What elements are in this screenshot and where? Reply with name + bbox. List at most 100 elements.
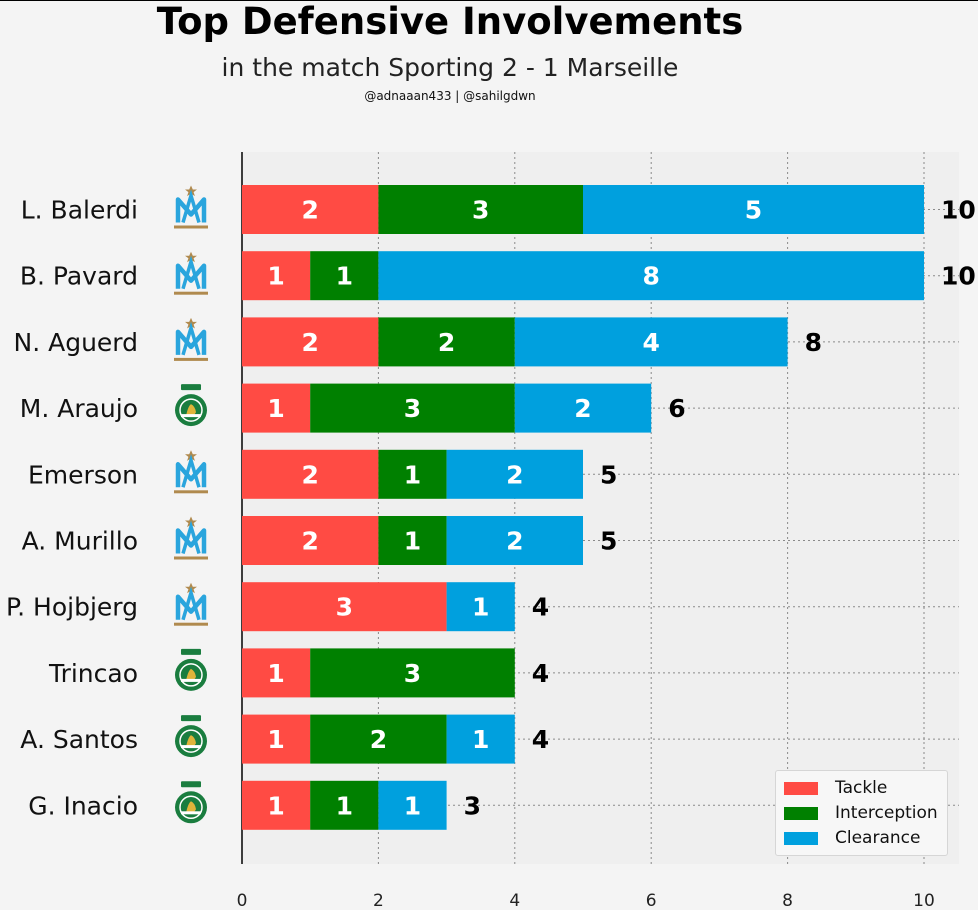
marseille-badge-icon [174,317,208,361]
bar-value-label: 3 [404,394,421,423]
bar-segment-tackle [242,714,311,764]
bar-segment-tackle [242,317,379,367]
bar-value-label: 2 [370,725,387,754]
legend-item-clearance: Clearance [784,826,920,850]
bar-segment-tackle [242,449,379,499]
bar-value-label: 1 [404,460,421,489]
bar-segment-interception [310,383,515,433]
bar-segment-tackle [242,185,379,234]
bar-total-label: 6 [668,394,685,423]
bar-total-label: 3 [464,791,481,820]
chart-subtitle: in the match Sporting 2 - 1 Marseille [221,53,679,82]
bar-value-label: 2 [301,460,318,489]
bar-segment-interception [310,780,379,830]
bar-segment-tackle [242,251,311,301]
bar-value-label: 8 [642,262,659,291]
player-name-label: P. Hojbjerg [6,593,138,622]
legend-label-tackle: Tackle [835,778,888,798]
sporting-badge-icon [175,648,207,691]
marseille-badge-icon [174,516,208,560]
bar-value-label: 1 [472,725,489,754]
legend-swatch-clearance [784,831,818,845]
bar-segment-clearance [446,449,583,499]
sporting-badge-icon [175,781,207,824]
bar-segment-clearance [378,780,447,830]
bar-value-label: 1 [267,659,284,688]
bar-total-label: 4 [532,593,549,622]
bar-value-label: 2 [574,394,591,423]
bar-value-label: 3 [472,196,489,225]
bar-value-label: 5 [745,196,762,225]
bar-value-label: 2 [301,527,318,556]
chart-credits: @adnaaan433 | @sahilgdwn [364,89,536,103]
bar-segment-tackle [242,582,447,632]
legend-item-interception: Interception [784,801,938,825]
bar-segment-tackle [242,648,311,698]
bar-value-label: 2 [301,196,318,225]
bar-value-label: 2 [506,460,523,489]
bar-segment-interception [378,516,447,565]
player-name-label: A. Santos [20,725,138,754]
x-tick-label: 10 [913,891,935,910]
legend-item-tackle: Tackle [784,776,887,800]
bar-value-label: 2 [301,328,318,357]
legend: Tackle Interception Clearance [775,770,948,856]
bar-value-label: 2 [506,527,523,556]
bar-segment-interception [310,251,379,301]
chart-title: Top Defensive Involvements [156,0,744,43]
bar-total-label: 10 [941,196,976,225]
top-border-line [0,0,978,1]
player-name-label: B. Pavard [20,262,138,291]
bar-segment-interception [378,449,447,499]
bar-segment-clearance [446,582,515,632]
bar-segment-clearance [583,185,924,234]
legend-label-clearance: Clearance [835,828,921,848]
bar-segment-tackle [242,383,311,433]
team-badges [174,185,208,824]
player-name-label: M. Araujo [20,394,138,423]
bar-segment-tackle [242,780,311,830]
bar-segment-interception [310,648,515,698]
bar-total-label: 8 [805,328,822,357]
bar-segment-clearance [514,317,788,367]
bar-segment-interception [378,317,515,367]
bar-value-label: 1 [267,791,284,820]
bar-value-label: 4 [642,328,659,357]
bar-value-label: 1 [267,725,284,754]
bar-value-label: 1 [404,791,421,820]
player-name-label: A. Murillo [22,527,138,556]
bar-total-label: 5 [600,527,617,556]
bar-segment-interception [310,714,447,764]
x-tick-label: 6 [646,891,657,910]
player-labels: L. Balerdi B. Pavard N. Aguerd M. Araujo Eme… [6,196,138,821]
bar-value-label: 1 [336,791,353,820]
bar-segment-interception [378,185,583,234]
marseille-badge-icon [174,582,208,626]
player-name-label: N. Aguerd [14,328,139,357]
x-axis-ticks: 0 2 4 6 8 10 [237,891,935,910]
bar-value-label: 3 [404,659,421,688]
bar-value-label: 1 [336,262,353,291]
legend-label-interception: Interception [835,803,938,823]
bar-value-label: 2 [438,328,455,357]
marseille-badge-icon [174,251,208,295]
bars-group: 2 3 5 101 1 8 102 2 4 81 3 2 62 1 2 52 1 2 53 1 41 3 41 2 1 41 1 1 3 [242,185,976,830]
bar-value-label: 3 [336,593,353,622]
player-name-label: Emerson [28,460,138,489]
bar-segment-tackle [242,516,379,565]
bar-value-label: 1 [404,527,421,556]
bar-value-label: 1 [267,262,284,291]
marseille-badge-icon [174,450,208,494]
x-tick-label: 8 [782,891,793,910]
bar-value-label: 1 [472,593,489,622]
bar-segment-clearance [446,714,515,764]
x-tick-label: 4 [509,891,520,910]
player-name-label: L. Balerdi [21,196,138,225]
bar-total-label: 10 [941,262,976,291]
x-tick-label: 2 [373,891,384,910]
sporting-badge-icon [175,384,207,427]
bar-total-label: 5 [600,460,617,489]
legend-swatch-tackle [784,781,818,795]
player-name-label: Trincao [48,659,138,688]
